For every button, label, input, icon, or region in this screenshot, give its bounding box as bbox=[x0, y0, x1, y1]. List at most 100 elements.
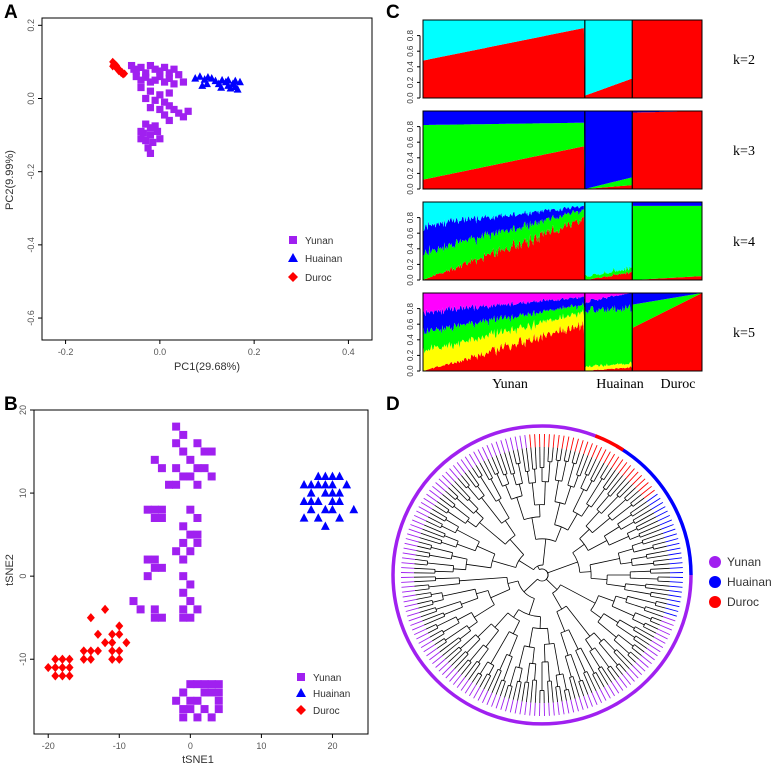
panel-b-point-duroc bbox=[66, 671, 74, 680]
panel-b-point-yunan bbox=[193, 713, 201, 721]
panel-d-branch bbox=[496, 680, 502, 695]
panel-d-leaf bbox=[510, 438, 513, 451]
panel-d-leaf bbox=[412, 625, 424, 630]
panel-d-branch bbox=[633, 505, 650, 516]
panel-d-branch bbox=[445, 647, 459, 659]
panel-b-point-yunan bbox=[208, 448, 216, 456]
panel-b-point-yunan bbox=[208, 688, 216, 696]
panel-d-leaf bbox=[403, 553, 416, 555]
panel-d-leaf bbox=[402, 586, 415, 587]
panel-d-branch bbox=[472, 468, 479, 478]
panel-d-branch bbox=[556, 527, 562, 542]
panel-d-branch bbox=[421, 533, 442, 540]
panel-d-leaf bbox=[656, 633, 668, 639]
panel-c-ytick-label: 0.0 bbox=[406, 365, 415, 377]
panel-a-legend-yunan-swatch bbox=[289, 236, 297, 244]
panel-d-branch bbox=[431, 547, 453, 552]
panel-d-leaf bbox=[668, 595, 681, 597]
panel-d-branch bbox=[569, 630, 579, 650]
panel-d-leaf bbox=[575, 699, 578, 712]
panel-d-branch bbox=[616, 596, 627, 599]
panel-d-leaf bbox=[553, 703, 554, 716]
panel-d-branch bbox=[533, 648, 535, 664]
panel-d-leaf bbox=[549, 434, 550, 447]
panel-d-leaf bbox=[469, 454, 476, 465]
panel-d-branch bbox=[443, 494, 456, 504]
panel-d-leaf bbox=[588, 695, 593, 707]
panel-d-branch bbox=[453, 569, 465, 570]
panel-b-point-yunan bbox=[193, 514, 201, 522]
panel-d-branch bbox=[651, 568, 670, 569]
panel-d-branch bbox=[526, 448, 529, 471]
panel-d-branch bbox=[555, 481, 559, 502]
panel-b-point-yunan bbox=[179, 605, 187, 613]
panel-b-point-yunan bbox=[179, 713, 187, 721]
panel-d-leaf bbox=[474, 687, 480, 698]
panel-d-branch bbox=[630, 502, 647, 513]
panel-c-structure-bars: 0.00.20.40.60.8k=20.00.20.40.60.8k=30.00… bbox=[406, 20, 755, 377]
panel-d-branch bbox=[555, 503, 560, 525]
panel-b-point-yunan bbox=[179, 688, 187, 696]
panel-d-leaf bbox=[525, 702, 527, 715]
panel-d-leaf bbox=[575, 439, 578, 452]
panel-d-branch bbox=[492, 561, 515, 568]
panel-d-branch bbox=[595, 648, 609, 668]
panel-b-point-duroc bbox=[58, 655, 66, 664]
panel-d-branch bbox=[636, 636, 650, 645]
panel-d-branch bbox=[440, 498, 453, 508]
panel-b-point-yunan bbox=[186, 531, 194, 539]
panel-b-legend-yunan-swatch bbox=[297, 673, 305, 681]
panel-d-branch bbox=[618, 515, 632, 524]
panel-d-leaf bbox=[506, 439, 509, 452]
panel-d-leaf bbox=[670, 582, 683, 583]
panel-d-branch bbox=[598, 622, 616, 637]
panel-b-point-yunan bbox=[193, 481, 201, 489]
panel-d-leaf bbox=[608, 685, 615, 696]
panel-d-branch bbox=[484, 461, 493, 478]
panel-d-branch bbox=[476, 675, 482, 685]
panel-d-branch bbox=[476, 591, 488, 594]
panel-d-branch bbox=[415, 585, 429, 586]
panel-a-point-yunan bbox=[147, 88, 154, 95]
panel-b-point-duroc bbox=[58, 663, 66, 672]
panel-d-branch bbox=[416, 593, 431, 595]
panel-d-leaf bbox=[670, 586, 683, 587]
panel-d-branch bbox=[628, 655, 636, 662]
panel-d-leaf bbox=[668, 599, 681, 602]
panel-d-branch bbox=[587, 672, 596, 692]
panel-a-ytick-label: -0.2 bbox=[26, 164, 36, 180]
panel-b-point-huainan bbox=[335, 488, 344, 496]
panel-d-branch bbox=[423, 529, 444, 537]
panel-d-legend-yunan-dot bbox=[709, 556, 721, 568]
panel-d-leaf bbox=[600, 449, 606, 461]
panel-b-point-huainan bbox=[307, 488, 316, 496]
panel-d-branch bbox=[646, 588, 670, 591]
panel-d-branch bbox=[568, 689, 570, 699]
panel-b-point-duroc bbox=[66, 655, 74, 664]
panel-c-ytick-label: 0.4 bbox=[406, 152, 415, 164]
panel-d-leaf bbox=[403, 595, 416, 597]
panel-c-k-label: k=4 bbox=[733, 235, 755, 250]
panel-d-leaf bbox=[660, 625, 672, 630]
panel-d-branch bbox=[609, 536, 629, 545]
panel-a-xlabel: PC1(29.68%) bbox=[174, 361, 240, 373]
panel-d-leaf bbox=[520, 701, 522, 714]
panel-d-leaf bbox=[416, 633, 428, 639]
panel-d-branch bbox=[497, 474, 503, 487]
panel-d-branch bbox=[457, 498, 474, 513]
panel-a-xtick-label: -0.2 bbox=[58, 347, 74, 357]
panel-b-point-huainan bbox=[321, 505, 330, 513]
panel-b-point-yunan bbox=[193, 531, 201, 539]
panel-d-branch bbox=[444, 607, 463, 615]
panel-d-branch bbox=[552, 448, 553, 462]
panel-d-leaf bbox=[571, 700, 574, 713]
panel-d-branch bbox=[594, 633, 601, 641]
panel-b-point-yunan bbox=[215, 705, 223, 713]
panel-d-leaf bbox=[663, 617, 675, 621]
panel-b-point-yunan bbox=[151, 614, 159, 622]
panel-d-branch bbox=[415, 559, 428, 561]
panel-a-legend-yunan: Yunan bbox=[305, 236, 333, 247]
panel-d-branch bbox=[495, 613, 508, 628]
panel-d-leaf bbox=[410, 621, 422, 626]
panel-d-leaf bbox=[401, 582, 414, 583]
